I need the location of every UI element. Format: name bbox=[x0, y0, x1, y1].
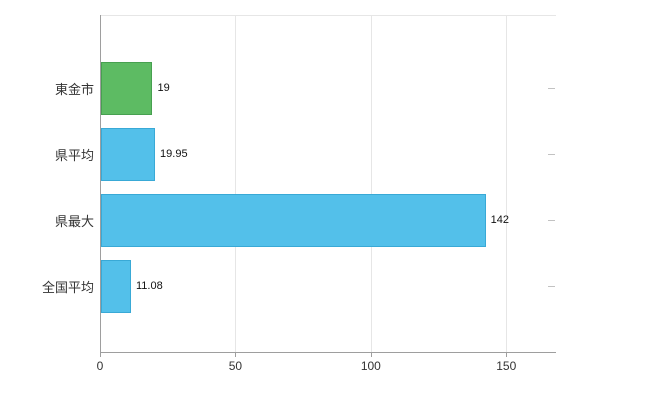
right-edge-tick bbox=[548, 220, 555, 221]
right-edge-tick bbox=[548, 88, 555, 89]
bar-1 bbox=[101, 61, 153, 115]
x-axis-tick bbox=[370, 352, 372, 357]
y-category-label: 東金市 bbox=[54, 81, 94, 97]
x-tick-label: 150 bbox=[496, 359, 517, 373]
bar-value-label: 142 bbox=[490, 214, 509, 226]
x-axis-line bbox=[100, 352, 556, 353]
gridline-vertical bbox=[506, 15, 508, 352]
y-category-label: 県最大 bbox=[54, 213, 94, 229]
x-axis-tick bbox=[100, 352, 101, 357]
bar-value-label: 11.08 bbox=[136, 280, 163, 292]
y-category-label: 県平均 bbox=[54, 147, 94, 163]
bar-3 bbox=[101, 193, 486, 247]
right-edge-tick bbox=[548, 286, 555, 287]
bar-value-label: 19.95 bbox=[160, 148, 188, 160]
y-axis-line bbox=[100, 15, 101, 353]
x-tick-label: 0 bbox=[96, 359, 104, 373]
bar-value-label: 19 bbox=[157, 82, 170, 94]
x-tick-label: 100 bbox=[360, 359, 381, 373]
y-category-label: 全国平均 bbox=[41, 279, 94, 295]
x-axis-tick bbox=[235, 352, 237, 357]
plot-top-border bbox=[100, 15, 556, 16]
x-axis-tick bbox=[506, 352, 508, 357]
x-tick-label: 50 bbox=[228, 359, 243, 373]
bar-4 bbox=[101, 259, 131, 313]
bar-2 bbox=[101, 127, 156, 181]
right-edge-tick bbox=[548, 154, 555, 155]
gridline-vertical bbox=[370, 15, 372, 352]
gridline-vertical bbox=[235, 15, 237, 352]
